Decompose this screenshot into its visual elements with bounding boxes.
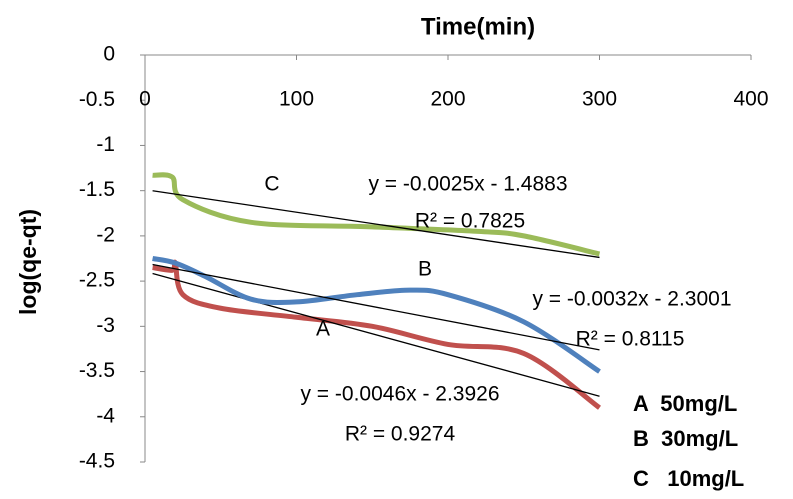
legend-entry: A 50mg/L — [633, 391, 737, 416]
trendline — [152, 190, 600, 259]
x-tick-label: 100 — [279, 88, 314, 111]
trend-r2: R² = 0.7825 — [415, 210, 525, 233]
y-tick-label: 0 — [103, 43, 115, 66]
trend-r2: R² = 0.8115 — [576, 328, 685, 351]
data-line — [152, 172, 601, 257]
data-line — [152, 256, 601, 374]
trendline — [152, 272, 600, 397]
trend-equation: y = -0.0025x - 1.4883 — [368, 173, 567, 196]
y-tick-label: -0.5 — [79, 88, 115, 111]
y-tick-label: -3 — [96, 314, 115, 337]
x-tick-label: 0 — [139, 88, 151, 111]
series-label: B — [418, 258, 432, 281]
chart-title: Time(min) — [421, 13, 535, 40]
y-axis-label: log(qe-qt) — [15, 209, 41, 315]
y-tick-label: -1 — [96, 133, 115, 156]
trend-equation: y = -0.0032x - 2.3001 — [532, 288, 731, 311]
x-tick-label: 400 — [733, 88, 768, 111]
legend-entry: B 30mg/L — [633, 426, 738, 451]
trend-r2: R² = 0.9274 — [345, 423, 456, 446]
legend-entry: C 10mg/L — [633, 466, 744, 491]
x-tick-label: 300 — [582, 88, 617, 111]
trendline — [152, 263, 600, 351]
y-tick-label: -2.5 — [79, 269, 115, 292]
y-tick-label: -4 — [96, 404, 115, 427]
y-tick-label: -1.5 — [79, 178, 115, 201]
x-tick-label: 200 — [430, 88, 465, 111]
series-label: C — [264, 173, 279, 196]
y-tick-label: -3.5 — [79, 359, 115, 382]
trend-equation: y = -0.0046x - 2.3926 — [300, 383, 499, 406]
y-tick-label: -2 — [96, 223, 115, 246]
series-label: A — [316, 318, 330, 341]
y-tick-label: -4.5 — [79, 450, 115, 473]
